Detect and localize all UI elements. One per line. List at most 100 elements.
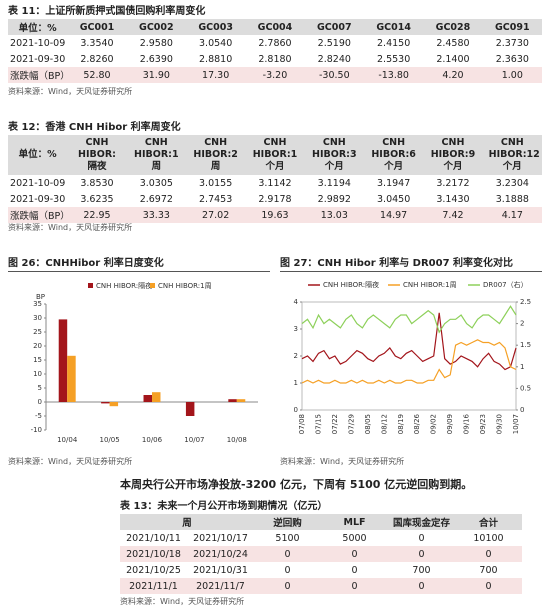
cell: 2021/10/31 bbox=[193, 564, 248, 576]
cell: 3.1194 bbox=[317, 177, 351, 189]
row: 2021/10/25 2021/10/31 0 0 700 700 bbox=[120, 562, 522, 578]
cell: 2.8260 bbox=[80, 53, 114, 65]
cell: 2.7860 bbox=[258, 37, 292, 49]
cell: 31.90 bbox=[126, 67, 186, 83]
source: 资料来源：Wind，天风证券研究所 bbox=[120, 597, 245, 606]
x-tick-label: 07/22 bbox=[331, 414, 339, 434]
cell: 27.02 bbox=[185, 207, 246, 223]
x-tick-label: 09/30 bbox=[496, 414, 504, 434]
y-tick-label: 1 bbox=[294, 379, 298, 387]
row: 2021-10-09 3.8530 3.0305 3.0155 3.1142 3.1194… bbox=[8, 175, 542, 191]
cell: 14.97 bbox=[363, 207, 424, 223]
bar bbox=[185, 402, 195, 416]
cell: 2.8810 bbox=[199, 53, 233, 65]
cell: 2.3630 bbox=[495, 53, 529, 65]
cell: 涨跌幅（BP） bbox=[8, 67, 70, 83]
y-tick-label: 15 bbox=[33, 356, 42, 364]
y-tick-label: 20 bbox=[33, 342, 42, 350]
cell: 52.80 bbox=[67, 67, 127, 83]
y-tick-label: 30 bbox=[33, 314, 42, 322]
cell: 2021/11/1 bbox=[120, 578, 187, 594]
x-tick-label: 10/07 bbox=[512, 414, 520, 434]
bar bbox=[152, 392, 161, 402]
header-cell: CNH HIBOR:1 周 bbox=[126, 135, 186, 175]
cell: 2021/10/17 bbox=[193, 532, 248, 544]
cell: 2.9178 bbox=[258, 193, 292, 205]
line bbox=[301, 305, 517, 334]
cell: 2021-10-09 bbox=[10, 37, 66, 49]
cell: 3.0155 bbox=[199, 177, 233, 189]
header-cell: GC091 bbox=[482, 19, 542, 35]
cell: 0 bbox=[455, 578, 522, 594]
y-tick-label: 2 bbox=[294, 352, 298, 360]
table-title: 表 12：香港 CNH Hibor 利率周变化 bbox=[8, 118, 542, 136]
y-axis-label: BP bbox=[36, 293, 45, 301]
y-tick-label: 0 bbox=[38, 398, 42, 406]
header-cell: 单位：% bbox=[8, 135, 68, 175]
header-cell: CNH HIBOR:2 周 bbox=[185, 135, 246, 175]
cell: 2021/10/18 bbox=[120, 546, 187, 562]
legend-label: DR007（右） bbox=[483, 280, 528, 289]
cell: 涨跌幅（BP） bbox=[8, 207, 70, 223]
row: 2021/11/1 2021/11/7 0 0 0 0 bbox=[120, 578, 522, 594]
cell: 2.8240 bbox=[317, 53, 351, 65]
cell: 2.1400 bbox=[436, 53, 470, 65]
x-tick-label: 10/08 bbox=[227, 436, 247, 444]
x-tick-label: 10/06 bbox=[142, 436, 163, 444]
header-row: 单位：% GC001 GC002 GC003 GC004 GC007 GC014 GC028 G… bbox=[8, 19, 542, 35]
cell: 10100 bbox=[473, 532, 504, 544]
cell: 0 bbox=[284, 564, 291, 576]
cell: 3.3540 bbox=[80, 37, 114, 49]
row: 2021-09-30 2.8260 2.6390 2.8810 2.8180 2.8240… bbox=[8, 51, 542, 67]
source: 资料来源：Wind，天风证券研究所 bbox=[8, 87, 133, 96]
row: 涨跌幅（BP） 22.95 33.33 27.02 19.63 13.03 14.97 7.4… bbox=[8, 207, 542, 223]
y-tick-label: 25 bbox=[33, 328, 42, 336]
cell: 3.0450 bbox=[377, 193, 411, 205]
cell: 4.17 bbox=[482, 207, 542, 223]
cell: 22.95 bbox=[67, 207, 127, 223]
header-cell: CNH HIBOR:3 个月 bbox=[304, 135, 364, 175]
cell: 7.42 bbox=[423, 207, 483, 223]
cell: 3.1142 bbox=[258, 177, 292, 189]
legend-swatch bbox=[88, 283, 93, 288]
header-cell: GC002 bbox=[126, 19, 186, 35]
cell: 2.6972 bbox=[139, 193, 173, 205]
legend-label: CNH HIBOR:1周 bbox=[158, 282, 212, 290]
cell: 13.03 bbox=[304, 207, 364, 223]
x-tick-label: 08/05 bbox=[364, 414, 372, 434]
cell: 0 bbox=[254, 578, 321, 594]
row: 涨跌幅（BP） 52.80 31.90 17.30 -3.20 -30.50 -13.80 4… bbox=[8, 67, 542, 83]
cell: 700 bbox=[412, 564, 431, 576]
header-row: 周逆回购 MLF 国库现金定存 合计 bbox=[120, 514, 522, 530]
source: 资料来源：Wind，天风证券研究所 bbox=[8, 457, 133, 466]
y-tick-label: 5 bbox=[38, 384, 42, 392]
cell: 0 bbox=[388, 546, 455, 562]
cell: 3.1430 bbox=[436, 193, 470, 205]
cell: 5000 bbox=[342, 532, 367, 544]
cell: 3.1888 bbox=[495, 193, 529, 205]
bar bbox=[228, 399, 237, 402]
cell: 0 bbox=[388, 578, 455, 594]
header-cell: GC007 bbox=[304, 19, 364, 35]
cell: 2.6390 bbox=[139, 53, 173, 65]
header-cell: GC003 bbox=[185, 19, 246, 35]
source: 资料来源：Wind，天风证券研究所 bbox=[8, 223, 133, 232]
header-cell: 逆回购 bbox=[254, 514, 321, 530]
cell: 2021-10-09 bbox=[10, 177, 66, 189]
row: 2021-10-09 3.3540 2.9580 3.0540 2.7860 2.5190… bbox=[8, 35, 542, 51]
y2-tick-label: 2 bbox=[520, 320, 524, 328]
bar bbox=[58, 319, 68, 402]
legend-label: CNH HIBOR:隔夜 bbox=[96, 281, 152, 290]
bar bbox=[236, 399, 246, 402]
y2-tick-label: 1 bbox=[520, 363, 524, 371]
header-cell: CNH HIBOR:12 个月 bbox=[482, 135, 542, 175]
cell: 2.9892 bbox=[317, 193, 351, 205]
x-tick-label: 09/16 bbox=[463, 413, 471, 434]
y2-tick-label: 0 bbox=[520, 406, 524, 414]
y-tick-label: 10 bbox=[33, 370, 42, 378]
cell: 17.30 bbox=[185, 67, 246, 83]
legend-label: CNH HIBOR:隔夜 bbox=[323, 280, 379, 289]
x-tick-label: 09/02 bbox=[430, 414, 438, 434]
header-cell: GC001 bbox=[67, 19, 127, 35]
